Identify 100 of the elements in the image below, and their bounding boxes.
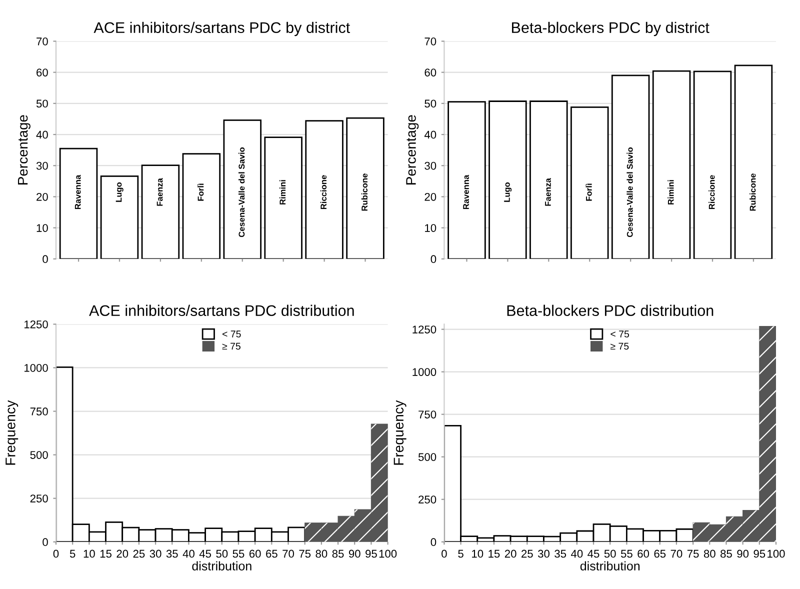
x-tick-label: 90: [348, 550, 360, 558]
bar: [346, 117, 384, 259]
x-tick-label: Ravenna: [463, 174, 469, 210]
x-axis-title: distribution: [580, 561, 640, 570]
x-tick-label: 55: [620, 550, 632, 558]
y-tick-label: 250: [418, 496, 436, 504]
bar: [59, 148, 98, 259]
bar: [305, 120, 344, 259]
x-tick-label: 15: [488, 550, 500, 558]
x-tick-label: 45: [199, 550, 212, 558]
bar: [100, 175, 139, 259]
y-tick-label: 10: [36, 224, 48, 232]
x-tick-label: 40: [571, 550, 583, 558]
legend-label: ≥ 75: [222, 342, 240, 350]
x-tick-label: 85: [720, 550, 732, 558]
x-tick-label: 60: [638, 550, 650, 558]
x-axis-title: distribution: [192, 561, 252, 570]
x-tick-label: 10: [472, 550, 484, 558]
x-tick-label: 60: [249, 550, 261, 558]
y-tick-label: 10: [425, 224, 436, 232]
x-tick-label: 75: [299, 550, 311, 558]
bar: [652, 70, 691, 259]
legend-label: < 75: [222, 330, 241, 338]
x-tick-label: Rimini: [668, 180, 674, 204]
x-tick-label: 15: [100, 550, 112, 558]
y-tick-label: 70: [424, 37, 436, 46]
x-tick-label: 75: [687, 550, 699, 558]
bar: [693, 70, 732, 259]
bar: [448, 101, 486, 259]
x-tick-label: 70: [670, 550, 682, 558]
bar: [570, 106, 609, 259]
x-tick-label: 70: [282, 550, 294, 558]
y-tick-label: 70: [36, 37, 48, 46]
bar: [223, 120, 262, 259]
chart-title: Beta-blockers PDC distribution: [507, 304, 714, 316]
y-tick-label: 30: [424, 162, 436, 170]
x-tick-label: 5: [458, 550, 464, 558]
y-tick-label: 250: [30, 494, 48, 502]
x-tick-label: 35: [554, 550, 566, 558]
x-tick-label: Riccione: [320, 175, 327, 210]
y-tick-label: 0: [42, 538, 48, 546]
x-tick-label: Faenza: [545, 178, 551, 206]
bar: [611, 74, 650, 259]
x-tick-label: Forlì: [197, 184, 204, 201]
x-tick-label: 50: [604, 550, 616, 558]
legend-label: ≥ 75: [610, 342, 629, 350]
y-tick-label: 40: [424, 130, 436, 139]
x-tick-label: Cesena-Valle del Savio: [626, 147, 633, 238]
x-tick-label: 100: [379, 550, 397, 558]
y-tick-label: 1000: [412, 368, 436, 376]
x-tick-label: 80: [704, 550, 716, 558]
x-tick-label: Rubicone: [750, 174, 756, 211]
x-tick-label: 35: [166, 550, 178, 558]
y-tick-label: 0: [430, 255, 436, 264]
x-tick-label: Faenza: [156, 178, 163, 206]
y-tick-label: 60: [424, 68, 436, 76]
x-tick-label: 40: [182, 550, 194, 558]
y-tick-label: 0: [430, 538, 436, 546]
x-tick-label: Ravenna: [74, 174, 81, 210]
x-tick-label: 95: [754, 550, 766, 558]
y-tick-label: 0: [42, 255, 48, 264]
x-tick-label: Rimini: [279, 180, 286, 204]
y-tick-label: 750: [418, 410, 436, 418]
bar: [488, 100, 527, 259]
x-tick-label: Riccione: [708, 175, 715, 210]
y-tick-label: 50: [36, 100, 48, 108]
x-tick-label: 50: [216, 550, 228, 558]
x-tick-label: 20: [116, 550, 128, 558]
x-tick-label: Lugo: [504, 182, 512, 202]
x-tick-label: 55: [232, 550, 244, 558]
y-axis-title: Frequency: [6, 400, 18, 465]
x-tick-label: 30: [538, 550, 550, 558]
x-tick-label: 80: [316, 550, 328, 558]
x-tick-label: 45: [588, 550, 600, 558]
x-tick-label: Forlì: [586, 184, 592, 201]
x-tick-label: 25: [133, 550, 145, 558]
y-tick-label: 500: [418, 453, 436, 461]
x-tick-label: 20: [504, 550, 516, 558]
x-tick-label: 65: [266, 550, 278, 558]
y-tick-label: 30: [36, 162, 48, 170]
x-tick-label: 5: [70, 550, 76, 558]
x-tick-label: 95: [366, 550, 377, 558]
y-tick-label: 1250: [24, 320, 48, 328]
y-tick-label: 500: [30, 451, 48, 459]
x-tick-label: 65: [654, 550, 666, 558]
legend-label: < 75: [610, 330, 630, 338]
bar: [182, 153, 221, 259]
x-tick-label: 85: [332, 550, 344, 558]
x-tick-label: 30: [150, 550, 162, 558]
x-tick-label: Cesena-Valle del Savio: [238, 147, 245, 238]
x-tick-label: 0: [53, 550, 59, 558]
y-axis-title: Frequency: [394, 400, 406, 465]
chart-title: ACE inhibitors/sartans PDC by district: [94, 22, 350, 36]
x-tick-label: 25: [522, 550, 533, 558]
y-tick-label: 60: [36, 68, 48, 76]
bar: [141, 164, 180, 259]
x-tick-label: 0: [442, 550, 447, 558]
x-tick-label: 90: [737, 550, 749, 558]
x-tick-label: Lugo: [116, 182, 124, 202]
y-tick-label: 1250: [412, 326, 436, 334]
